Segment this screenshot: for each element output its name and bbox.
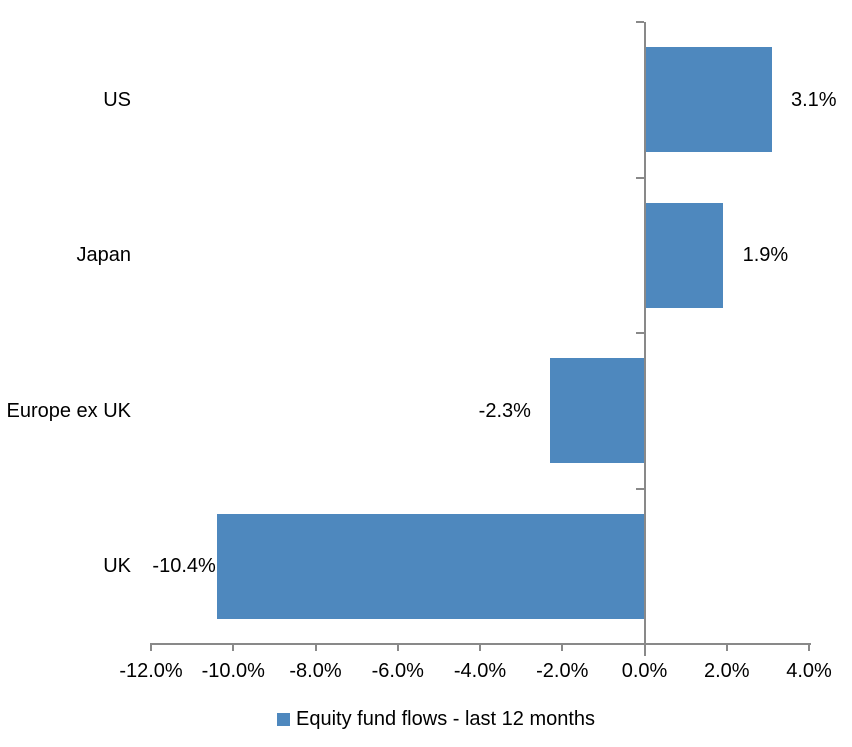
value-label: 3.1% xyxy=(790,88,837,111)
category-label: UK xyxy=(103,555,131,578)
x-axis-tick-label: 2.0% xyxy=(703,660,750,682)
x-axis-tick-label: -12.0% xyxy=(119,660,183,682)
category-axis-tick xyxy=(635,487,644,490)
x-axis-tick xyxy=(396,643,399,651)
bar-europe-ex-uk xyxy=(549,358,645,464)
x-axis-tick-label: -6.0% xyxy=(371,660,424,682)
x-axis-tick xyxy=(561,643,564,651)
category-axis-tick xyxy=(635,332,644,334)
x-axis-tick xyxy=(725,643,728,651)
category-axis-tick xyxy=(635,21,644,23)
bar-japan xyxy=(644,202,723,308)
x-axis-tick-label: 4.0% xyxy=(786,660,832,682)
category-label: Japan xyxy=(76,244,132,267)
legend-marker-icon xyxy=(277,712,290,726)
category-axis-tick xyxy=(635,176,644,179)
x-axis-tick xyxy=(808,643,810,651)
value-label: -2.3% xyxy=(478,399,531,422)
x-axis-tick-label: -10.0% xyxy=(201,660,265,682)
x-axis-tick xyxy=(314,643,317,651)
value-label: 1.9% xyxy=(742,244,789,267)
x-axis-tick xyxy=(479,643,481,651)
x-axis-tick-label: 0.0% xyxy=(621,660,668,682)
bar-us xyxy=(644,47,772,153)
category-label: Europe ex UK xyxy=(6,399,131,422)
x-axis-tick xyxy=(232,643,235,651)
bar-uk xyxy=(216,513,645,619)
x-axis-tick-label: -2.0% xyxy=(536,660,589,682)
category-axis-tick xyxy=(635,643,644,645)
legend-label: Equity fund flows - last 12 months xyxy=(296,708,596,730)
x-axis-tick xyxy=(150,643,152,651)
legend: Equity fund flows - last 12 months xyxy=(277,706,595,732)
category-axis-line xyxy=(643,22,646,656)
x-axis-tick-label: -8.0% xyxy=(289,660,342,682)
x-axis-tick-label: -4.0% xyxy=(453,660,507,682)
value-label: -10.4% xyxy=(152,555,216,578)
category-label: US xyxy=(103,88,131,111)
